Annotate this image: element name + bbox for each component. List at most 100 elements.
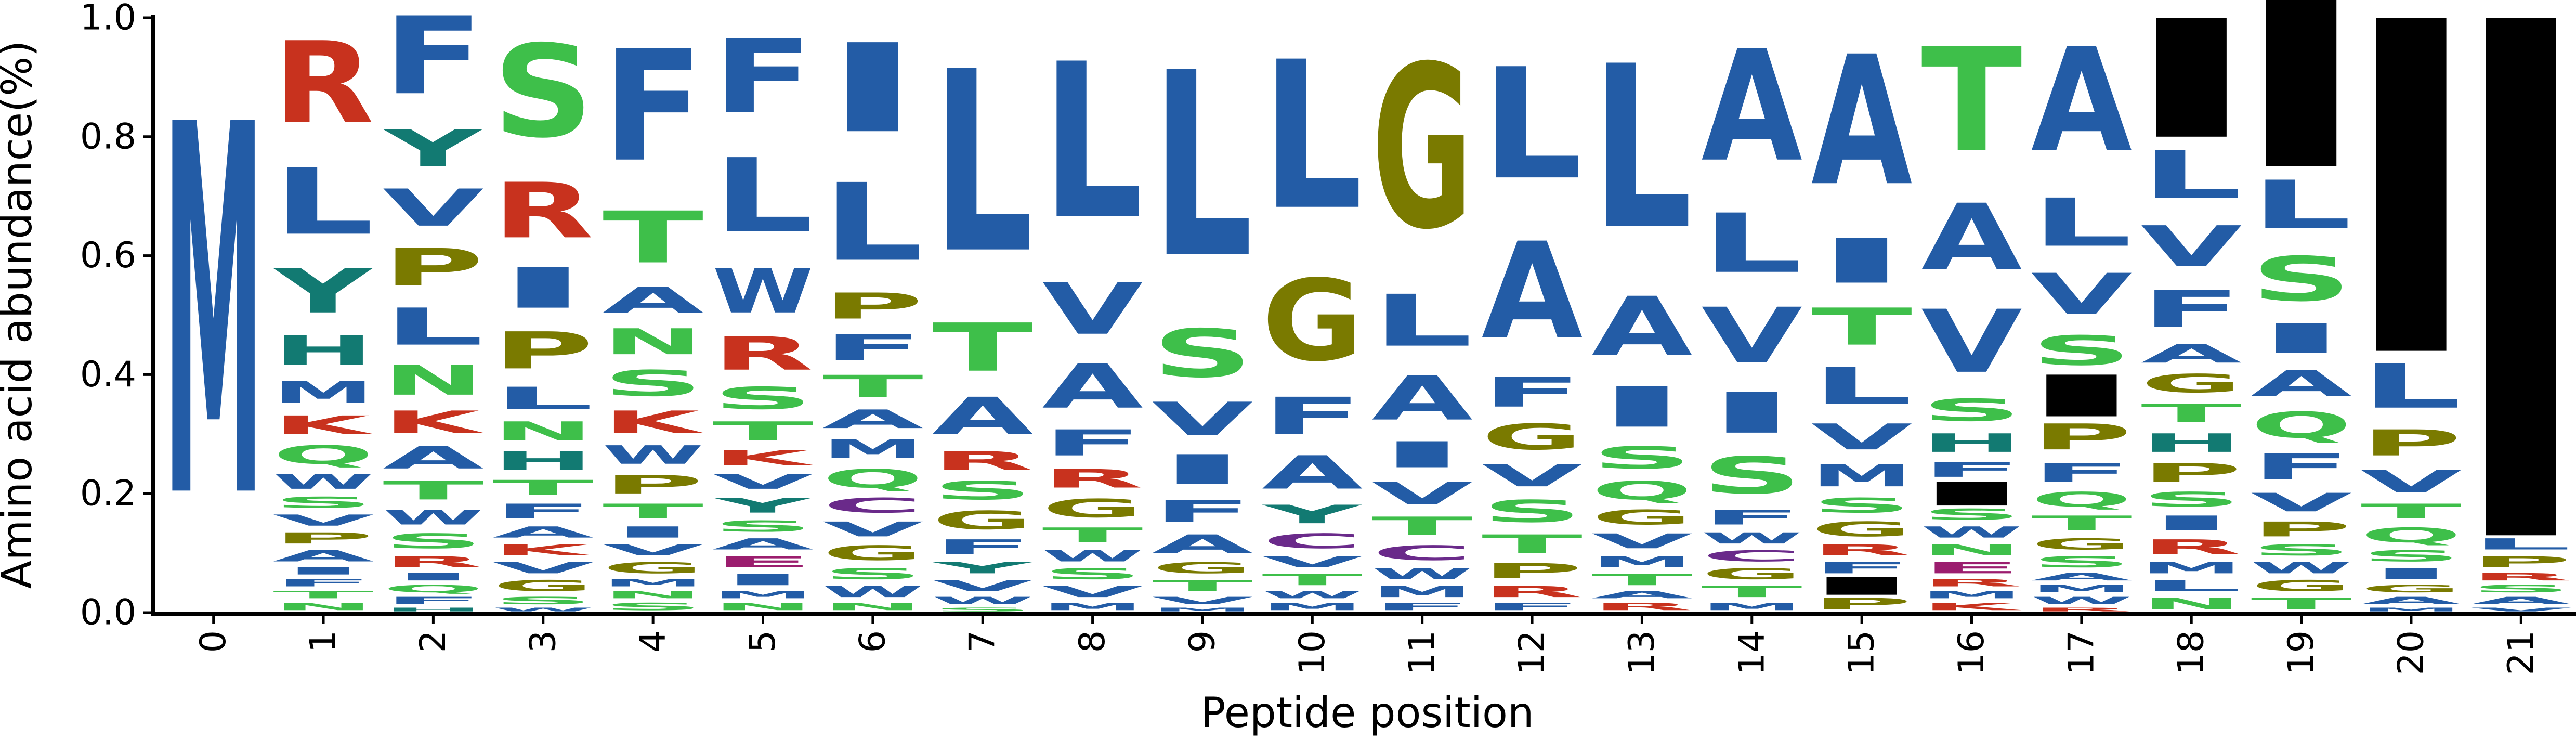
logo-letter-S: S [1921, 393, 2022, 428]
logo-letter-T: T [383, 476, 483, 505]
logo-letter-T: T [1152, 577, 1253, 594]
x-tick-label: 18 [2171, 630, 2212, 676]
logo-letter-R: R [1811, 541, 1912, 559]
logo-letter-P: P [2031, 417, 2132, 458]
logo-letter-T: T [1811, 297, 1912, 357]
logo-letter-G: G [2251, 577, 2351, 594]
logo-letter-P: P [383, 238, 483, 297]
axes [151, 15, 2576, 616]
logo-letter-A: A [383, 440, 483, 476]
logo-letter-I: I [383, 571, 483, 583]
logo-letter-R: R [932, 446, 1033, 476]
x-tick-label: 5 [742, 630, 783, 653]
logo-letter-G: G [1702, 565, 1802, 582]
logo-letter-L: L [383, 297, 483, 357]
logo-letter-F: F [2031, 458, 2132, 488]
x-tick-label: 16 [1951, 630, 1992, 676]
logo-letter-stop [2266, 0, 2337, 167]
logo-letter-R: R [712, 327, 813, 380]
logo-letter-C: C [1371, 541, 1472, 565]
logo-letter-M: M [712, 589, 813, 601]
logo-letter-F: F [1152, 494, 1253, 529]
logo-letter-K: K [603, 405, 703, 440]
logo-letter-T: T [603, 196, 703, 279]
logo-letter-A: A [1042, 351, 1143, 422]
logo-letter-A: A [1591, 589, 1693, 601]
logo-letter-stop [2486, 18, 2556, 536]
logo-letter-K: K [383, 405, 483, 440]
x-tick-label: 9 [1182, 630, 1223, 653]
logo-letter-P: P [493, 321, 594, 381]
logo-letter-A: A [932, 386, 1033, 446]
logo-letter-L: L [2470, 535, 2571, 553]
logo-letter-stop [2046, 374, 2117, 417]
logo-letter-M: M [1921, 589, 2022, 601]
logo-letter-F: F [493, 500, 594, 524]
logo-letter-L: L [2141, 137, 2242, 214]
logo-letter-M: M [2141, 559, 2242, 577]
logo-letter-V: V [2361, 464, 2462, 500]
logo-letter-L: L [1482, 36, 1583, 214]
logo-letter-S: S [1921, 505, 2022, 523]
logo-letter-E: E [712, 553, 813, 571]
logo-letter-S: S [1152, 315, 1253, 392]
logo-letter-V: V [1042, 583, 1143, 601]
logo-letter-A: A [1921, 185, 2022, 291]
logo-letter-I: I [1591, 375, 1692, 440]
logo-letter-G: G [2031, 535, 2132, 553]
logo-letter-S: S [932, 476, 1033, 505]
logo-letter-V: V [932, 577, 1033, 595]
logo-letter-P: P [1811, 595, 1912, 613]
logo-letter-S: S [1702, 446, 1802, 505]
logo-letter-L: L [2031, 185, 2132, 262]
logo-letter-Y: Y [932, 559, 1033, 577]
logo-letter-H: H [383, 607, 483, 613]
logo-letter-W: W [1262, 589, 1363, 601]
logo-letter-P: P [2141, 458, 2242, 488]
logo-letter-Y: Y [273, 256, 373, 327]
logo-letter-A: A [493, 524, 594, 541]
logo-letter-Q: Q [1591, 476, 1692, 505]
logo-letter-L: L [1262, 18, 1363, 255]
logo-letter-stop [2376, 18, 2447, 351]
logo-letter-T: T [1482, 529, 1583, 559]
x-tick-label: 1 [303, 630, 344, 653]
logo-letter-M: M [2031, 583, 2132, 595]
x-tick-label: 11 [1402, 630, 1443, 676]
logo-letter-A: A [2470, 595, 2572, 607]
logo-letter-S: S [2031, 553, 2132, 571]
x-tick-label: 14 [1731, 630, 1772, 676]
logo-letter-M: M [1811, 458, 1912, 494]
logo-letter-L: L [932, 18, 1033, 308]
logo-letter-V: V [1152, 393, 1253, 446]
logo-letter-Q: Q [2251, 405, 2351, 446]
logo-letter-L: L [2251, 167, 2351, 244]
logo-letter-F: F [1811, 559, 1912, 577]
logo-letter-S: S [2141, 488, 2242, 511]
logo-letter-I: I [2361, 565, 2462, 583]
logo-letter-S: S [2251, 244, 2351, 315]
logo-letter-T: T [2141, 398, 2242, 428]
logo-letter-H: H [2141, 428, 2242, 458]
logo-letter-Y: Y [383, 119, 483, 178]
logo-letter-S: S [1482, 494, 1583, 529]
logo-letter-V: V [383, 178, 483, 238]
logo-letter-W: W [2251, 559, 2351, 577]
logo-letter-M: M [1702, 601, 1802, 613]
logo-letter-F: F [1042, 422, 1143, 464]
logo-letter-R: R [273, 18, 374, 148]
logo-letter-R: R [1482, 583, 1583, 601]
logo-letter-L: L [1702, 197, 1802, 291]
logo-letter-A: A [2361, 595, 2462, 607]
logo-letter-T: T [493, 476, 594, 500]
logo-letter-V: V [2141, 214, 2242, 279]
